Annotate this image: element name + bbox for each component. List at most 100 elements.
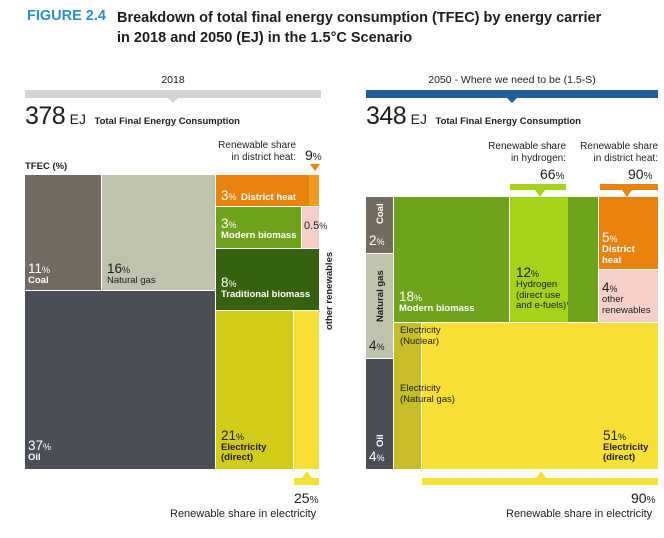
right-electricity-block: 51% Electricity (direct) <box>422 323 658 469</box>
left-district-note-line1: Renewable share <box>218 140 296 151</box>
left-other-unit: % <box>319 221 328 231</box>
right-modern-unit: % <box>414 293 423 303</box>
right-total: 348 EJ Total Final Energy Consumption <box>366 104 581 129</box>
left-year-bar <box>25 90 321 98</box>
right-district-unit: % <box>609 234 618 244</box>
left-district-share: 9% <box>305 147 322 163</box>
left-district-share-value: 9 <box>305 147 313 163</box>
left-coal-block: 11% Coal <box>25 175 101 290</box>
right-district-share-unit: % <box>643 171 653 182</box>
left-total-label: Total Final Energy Consumption <box>94 116 240 127</box>
right-elec-name-line1: Electricity <box>603 441 649 453</box>
right-elec-share-bar <box>422 478 658 485</box>
left-modern-biomass-block: 3% Modern biomass <box>216 207 301 248</box>
right-other-name-line1: other <box>602 294 624 306</box>
right-other-name-line2: renewables <box>602 304 651 316</box>
figure-title-line2: in 2018 and 2050 (EJ) in the 1.5°C Scena… <box>117 30 413 46</box>
right-modern-biomass-block: 18% Modern biomass <box>394 197 509 322</box>
right-elec-share-unit: % <box>646 495 656 506</box>
right-elec-share-value: 90 <box>631 490 647 506</box>
right-total-label: Total Final Energy Consumption <box>435 116 581 127</box>
right-elec-nuclear-label: Electricity (Nuclear) <box>400 325 441 347</box>
left-elec-share: 25% <box>294 490 318 506</box>
left-elec-name-line2: (direct) <box>221 452 254 464</box>
right-hydro-note-line1: Renewable share <box>488 141 566 152</box>
right-elec-gas-line2: (Natural gas) <box>400 393 455 405</box>
left-district-name: District heat <box>240 192 296 203</box>
right-district-share-value: 90 <box>628 166 644 182</box>
right-total-value: 348 <box>366 102 407 130</box>
left-oil-pct: 37 <box>28 438 44 454</box>
left-elec-name-line1: Electricity <box>221 441 267 453</box>
figure-number: FIGURE 2.4 <box>27 8 106 24</box>
left-modern-pct: 3 <box>221 216 229 231</box>
right-hydro-share-pointer <box>535 190 545 197</box>
right-elec-pct: 51 <box>603 427 619 443</box>
right-coal-name: Coal <box>375 203 386 224</box>
left-total: 378 EJ Total Final Energy Consumption <box>25 104 240 129</box>
right-hydrogen-nonrenewable-block <box>568 197 598 322</box>
right-gas-block: Natural gas 4% <box>366 254 393 358</box>
right-hydro-share-value: 66 <box>540 166 556 182</box>
right-hydro-note: Renewable share in hydrogen: <box>460 141 566 164</box>
right-modern-pct: 18 <box>399 289 415 304</box>
left-traditional-biomass-block: 8% Traditional biomass <box>216 249 319 310</box>
left-year-label: 2018 <box>161 74 185 86</box>
right-district-pct: 5 <box>602 230 610 245</box>
left-modern-unit: % <box>228 220 237 230</box>
left-traditional-pct: 8 <box>221 275 229 290</box>
figure-title-line1: Breakdown of total final energy consumpt… <box>117 10 602 26</box>
right-oil-unit: % <box>376 453 385 464</box>
right-elec-unit: % <box>618 431 627 442</box>
right-elec-nonrenewable-block <box>394 323 421 469</box>
left-coal-unit: % <box>42 265 51 276</box>
right-gas-unit: % <box>376 342 385 353</box>
right-hydrogen-name-line2: (direct use <box>516 289 561 301</box>
left-gas-name: Natural gas <box>107 275 156 287</box>
right-year-bar-pointer <box>505 96 519 103</box>
left-traditional-unit: % <box>228 279 237 289</box>
right-hydro-share: 66% <box>540 166 564 182</box>
right-year-bar <box>366 90 658 98</box>
left-other-pct-label: 0.5% <box>304 220 327 232</box>
left-coal-pct: 11 <box>28 261 43 277</box>
left-elec-unit: % <box>236 431 245 442</box>
right-district-block: 5% District heat <box>599 197 658 269</box>
right-other-renewables-block: 4% other renewables <box>599 270 658 322</box>
left-oil-unit: % <box>43 442 52 453</box>
right-gas-pct: 4 <box>369 338 377 354</box>
right-hydrogen-pct: 12 <box>516 265 532 280</box>
right-total-unit: EJ <box>410 111 428 127</box>
left-other-pct: 0.5 <box>304 220 320 232</box>
left-modern-name: Modern biomass <box>221 230 297 242</box>
right-elec-name-line2: (direct) <box>603 452 636 464</box>
left-gas-pct: 16 <box>107 261 123 277</box>
right-hydrogen-name-line1: Hydrogen <box>516 279 558 291</box>
right-elec-nuclear-line2: (Nuclear) <box>400 335 440 347</box>
right-other-pct: 4 <box>602 280 610 295</box>
right-elec-share: 90% <box>631 490 655 506</box>
right-oil-block: Oil 4% <box>366 359 393 469</box>
right-oil-pct: 4 <box>369 449 377 465</box>
left-oil-name: Oil <box>28 452 41 464</box>
right-hydrogen-name-line3: and e-fuels)* <box>516 300 568 312</box>
left-district-share-unit: % <box>312 152 322 163</box>
right-elec-gas-line1: Electricity <box>400 383 441 394</box>
right-coal-block: Coal 2% <box>366 197 393 253</box>
right-other-unit: % <box>609 284 618 294</box>
right-year-label: 2050 - Where we need to be (1.5-S) <box>428 74 596 86</box>
right-elec-share-label: Renewable share in electricity <box>506 508 653 520</box>
right-modern-name: Modern biomass <box>399 303 475 315</box>
right-district-share: 90% <box>628 166 652 182</box>
left-electricity-renewable-block <box>294 311 319 469</box>
left-other-renewables-vertical: other renewables <box>324 251 335 330</box>
right-elec-nuclear-line1: Electricity <box>400 325 441 336</box>
left-district-note: Renewable share in district heat: <box>196 140 296 163</box>
figure-title: Breakdown of total final energy consumpt… <box>117 8 657 48</box>
left-electricity-block: 21% Electricity (direct) <box>216 311 293 469</box>
left-elec-share-pointer <box>302 471 312 478</box>
right-hydro-note-line2: in hydrogen: <box>510 152 566 164</box>
left-district-pct: 3 <box>221 188 229 203</box>
left-traditional-name: Traditional biomass <box>221 289 311 301</box>
right-elec-gas-label: Electricity (Natural gas) <box>400 383 455 405</box>
